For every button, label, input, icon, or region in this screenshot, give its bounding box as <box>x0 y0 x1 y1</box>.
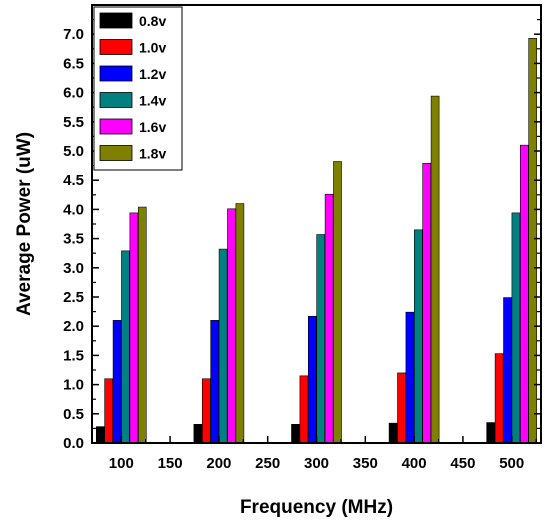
bar-0.8v-300 <box>291 424 300 444</box>
y-tick-label: 5.0 <box>63 143 84 160</box>
bar-0.8v-500 <box>486 422 496 444</box>
y-tick-label: 5.5 <box>63 114 84 131</box>
bar-1.2v-300 <box>307 315 317 444</box>
bar-1.0v-500 <box>494 353 504 444</box>
bar-1.8v-300 <box>333 161 342 444</box>
y-tick-label: 2.0 <box>63 318 84 335</box>
legend-swatch-1.0v <box>99 39 133 55</box>
legend-swatch-0.8v <box>99 12 133 29</box>
bar-1.2v-200 <box>210 320 219 444</box>
bar-1.6v-500 <box>520 144 529 444</box>
y-tick-label: 4.5 <box>63 172 84 189</box>
legend-label-1.6v: 1.6v <box>139 119 166 135</box>
y-tick-label: 0.5 <box>63 406 84 423</box>
bar-1.6v-300 <box>324 193 334 444</box>
x-tick-label: 300 <box>304 455 329 472</box>
axes-group: 0.0 0.5 1.0 1.5 2.0 2.5 3.0 3.5 4.0 4.5 5.0 5.5 6.0 6… <box>63 19 541 472</box>
y-tick-label: 7.0 <box>63 26 84 43</box>
legend-label-1.8v: 1.8v <box>139 146 166 162</box>
bar-1.4v-500 <box>511 212 521 444</box>
bar-1.8v-400 <box>430 95 440 444</box>
x-tick-label: 150 <box>158 455 183 472</box>
bar-1.6v-200 <box>227 208 236 444</box>
bar-0.8v-200 <box>193 424 203 444</box>
x-tick-label: 500 <box>499 455 524 472</box>
x-tick-label: 250 <box>255 455 280 472</box>
legend-label-1.4v: 1.4v <box>139 93 166 109</box>
y-tick-label: 3.5 <box>63 231 84 248</box>
bar-1.6v-400 <box>422 162 432 444</box>
bar-0.8v-100 <box>95 426 105 444</box>
y-tick-label: 4.0 <box>63 201 84 218</box>
y-tick-label: 1.0 <box>63 377 84 394</box>
legend-swatch-1.2v <box>99 65 133 82</box>
legend-label-0.8v: 0.8v <box>139 13 166 29</box>
bar-0.8v-400 <box>388 422 398 444</box>
legend-swatch-1.8v <box>99 145 133 161</box>
x-tick-label: 450 <box>450 455 475 472</box>
y-axis-title: Average Power (uW) <box>14 132 35 316</box>
y-tick-label: 0.0 <box>63 435 84 452</box>
x-tick-label: 350 <box>353 455 378 472</box>
bar-1.4v-300 <box>316 234 326 444</box>
bar-1.8v-100 <box>137 206 147 444</box>
legend-swatch-1.6v <box>99 118 133 135</box>
legend: 0.8v 1.0v 1.2v 1.4v 1.6v 1.8v <box>93 6 183 171</box>
bar-1.2v-500 <box>503 297 512 444</box>
legend-swatch-1.4v <box>99 92 133 108</box>
bar-1.8v-500 <box>528 37 538 444</box>
bar-1.4v-200 <box>218 248 228 444</box>
bar-1.2v-100 <box>112 320 122 444</box>
y-tick-label: 1.5 <box>63 347 84 364</box>
bar-1.4v-100 <box>121 250 130 444</box>
y-tick-label: 3.0 <box>63 260 84 277</box>
bar-1.0v-200 <box>201 378 211 444</box>
bar-1.6v-100 <box>129 212 139 444</box>
x-tick-label: 100 <box>109 455 134 472</box>
bar-1.2v-400 <box>405 311 415 444</box>
y-tick-label: 6.0 <box>63 85 84 102</box>
bars-group <box>95 37 538 444</box>
bar-1.8v-200 <box>235 203 245 444</box>
x-tick-label: 200 <box>206 455 231 472</box>
legend-label-1.2v: 1.2v <box>139 66 166 82</box>
y-tick-label: 2.5 <box>63 289 84 306</box>
legend-box <box>93 6 183 171</box>
bar-1.0v-100 <box>104 378 113 444</box>
bar-1.0v-300 <box>299 375 309 444</box>
bar-1.4v-400 <box>414 229 423 444</box>
legend-label-1.0v: 1.0v <box>139 40 166 56</box>
bar-1.0v-400 <box>397 372 406 444</box>
x-axis-title: Frequency (MHz) <box>240 497 393 518</box>
y-tick-label: 6.5 <box>63 55 84 72</box>
x-tick-label: 400 <box>402 455 427 472</box>
